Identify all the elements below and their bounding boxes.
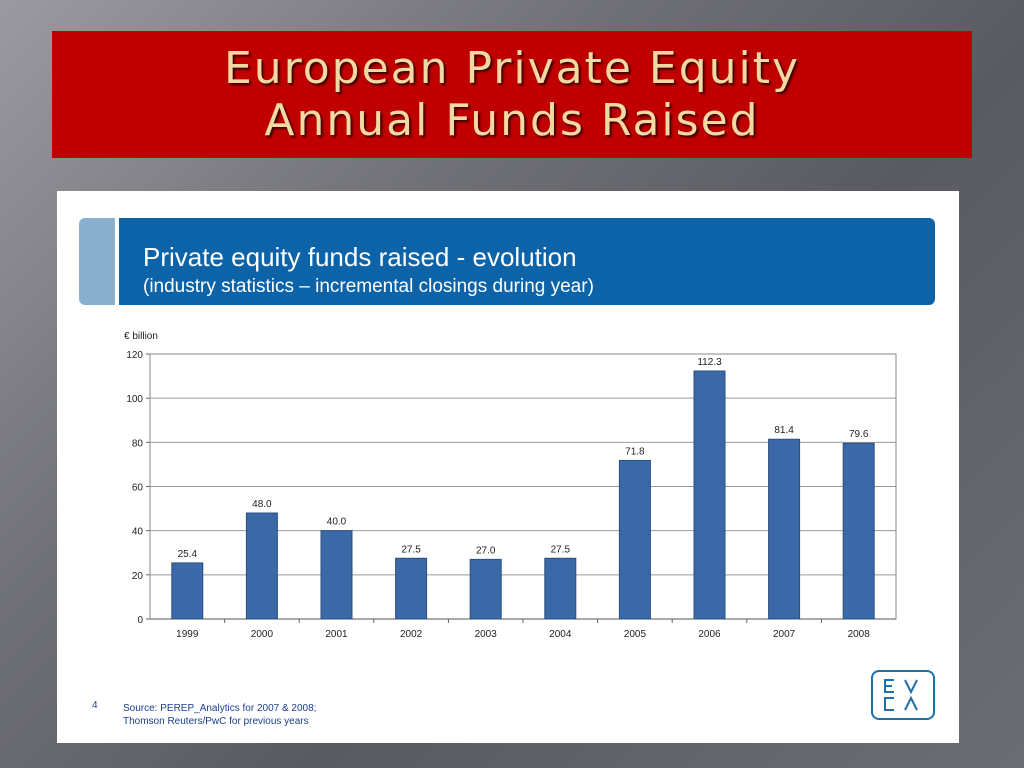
bar xyxy=(842,442,875,620)
bar xyxy=(320,530,353,620)
x-tick-label: 1999 xyxy=(176,629,199,640)
bar-value-label: 79.6 xyxy=(849,429,869,440)
y-tick-label: 80 xyxy=(132,438,144,449)
bar-value-label: 81.4 xyxy=(774,425,794,436)
y-tick-label: 120 xyxy=(126,350,143,361)
evca-logo-mark xyxy=(884,679,918,711)
x-tick-label: 2000 xyxy=(251,629,274,640)
panel-title: Private equity funds raised - evolution xyxy=(143,242,577,272)
x-tick-label: 2007 xyxy=(773,629,796,640)
bar xyxy=(395,557,428,620)
bar xyxy=(469,558,502,620)
bar xyxy=(693,370,726,620)
y-tick-label: 20 xyxy=(132,571,144,582)
bar-value-label: 27.0 xyxy=(476,545,496,556)
y-tick-label: 100 xyxy=(126,394,143,405)
evca-logo xyxy=(871,670,935,720)
header-accent-tab xyxy=(79,218,115,305)
panel-subtitle: (industry statistics – incremental closi… xyxy=(143,276,594,297)
bar-value-label: 71.8 xyxy=(625,446,645,457)
x-tick-label: 2001 xyxy=(325,629,348,640)
bar xyxy=(768,438,801,620)
x-tick-label: 2005 xyxy=(624,629,647,640)
y-tick-label: 0 xyxy=(137,615,143,626)
x-tick-label: 2006 xyxy=(698,629,721,640)
funds-raised-bar-chart: € billion 0 20 40 60 80 100 120 25.4 1999 48.0 2000… xyxy=(124,331,897,640)
y-tick-label: 60 xyxy=(132,483,144,494)
bar-value-label: 27.5 xyxy=(551,544,571,555)
title-banner: European Private Equity Annual Funds Rai… xyxy=(52,31,972,158)
source-note: Source: PEREP_Analytics for 2007 & 2008;… xyxy=(123,702,316,728)
x-tick-label: 2004 xyxy=(549,629,572,640)
panel-header: Private equity funds raised - evolution … xyxy=(119,218,935,305)
bar xyxy=(245,512,278,620)
source-note-line-2: Thomson Reuters/PwC for previous years xyxy=(123,716,309,727)
x-tick-label: 2002 xyxy=(400,629,423,640)
page-number: 4 xyxy=(92,700,98,711)
bar xyxy=(618,459,651,620)
source-note-line-1: Source: PEREP_Analytics for 2007 & 2008; xyxy=(123,703,317,714)
bar-value-label: 27.5 xyxy=(401,544,421,555)
bar-value-label: 48.0 xyxy=(252,499,272,510)
y-tick-label: 40 xyxy=(132,527,144,538)
bar xyxy=(544,557,577,620)
y-unit-label: € billion xyxy=(124,331,158,342)
slide-title-line-1: European Private Equity xyxy=(223,42,801,94)
bar-value-label: 25.4 xyxy=(178,549,198,560)
slide-title-line-2: Annual Funds Raised xyxy=(264,94,760,146)
x-tick-label: 2008 xyxy=(848,629,871,640)
x-tick-label: 2003 xyxy=(475,629,498,640)
bar-value-label: 112.3 xyxy=(697,357,722,368)
bar-value-label: 40.0 xyxy=(327,517,347,528)
bar xyxy=(171,562,204,620)
content-panel: Private equity funds raised - evolution … xyxy=(57,191,959,743)
